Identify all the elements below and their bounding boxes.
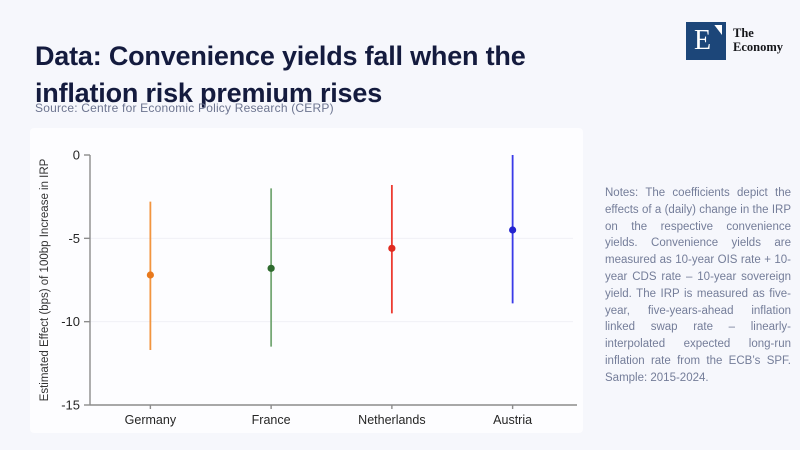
page-title: Data: Convenience yields fall when the i… <box>35 41 526 109</box>
logo-flag-icon <box>714 25 722 35</box>
x-tick-label-france: France <box>252 413 291 427</box>
error-bar-france <box>267 188 275 347</box>
point-estimate-austria <box>509 226 517 234</box>
error-bar-germany <box>146 201 154 350</box>
error-bar-netherlands <box>388 185 396 314</box>
notes-text: Notes: The coefficients depict the effec… <box>605 187 791 384</box>
x-tick-label-austria: Austria <box>493 413 532 427</box>
point-estimate-netherlands <box>388 244 396 252</box>
source-line: Source: Centre for Economic Policy Resea… <box>35 101 334 115</box>
logo-e-icon: E <box>686 22 726 60</box>
point-estimate-france <box>267 264 275 272</box>
y-axis-title: Estimated Effect (bps) of 100bp Increase… <box>39 158 51 401</box>
coef-plot: 0 -5 -10 -15 Germany France Netherlands Austria… <box>39 148 577 427</box>
logo-word-the: The <box>733 26 754 40</box>
x-tick-label-germany: Germany <box>125 413 177 427</box>
y-tick-label: -15 <box>61 398 80 413</box>
y-tick-label: -5 <box>68 231 80 246</box>
chart-panel: 0 -5 -10 -15 Germany France Netherlands Austria… <box>30 128 583 433</box>
x-tick-label-netherlands: Netherlands <box>358 413 425 427</box>
gridlines <box>90 237 573 323</box>
logo-word-economy: Economy <box>733 40 783 54</box>
y-tick-label: 0 <box>73 148 80 163</box>
point-estimate-germany <box>146 271 154 279</box>
logo-wordmark: The Economy <box>733 26 783 54</box>
logo-letter: E <box>693 25 712 56</box>
the-economy-logo: E The Economy <box>686 22 783 60</box>
axes: 0 -5 -10 -15 Germany France Netherlands Austria <box>61 148 577 427</box>
y-tick-label: -10 <box>61 314 80 329</box>
error-bar-austria <box>509 155 517 304</box>
